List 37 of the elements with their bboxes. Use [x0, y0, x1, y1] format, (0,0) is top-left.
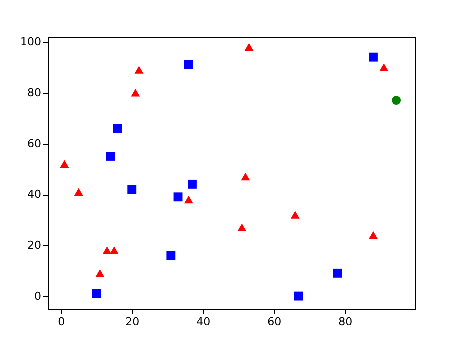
- point: [184, 196, 194, 204]
- point: [241, 172, 250, 181]
- point: [290, 211, 300, 219]
- point: [238, 224, 247, 232]
- point: [392, 96, 402, 106]
- x-tick-label: 20: [126, 316, 140, 328]
- point: [60, 160, 70, 168]
- point: [380, 64, 389, 72]
- point: [334, 268, 342, 278]
- point: [92, 289, 102, 298]
- point: [113, 124, 122, 133]
- point: [244, 43, 254, 52]
- point: [174, 192, 183, 202]
- point: [74, 188, 84, 196]
- point: [102, 246, 112, 254]
- x-tick-label: 80: [338, 316, 353, 328]
- x-tick-label: 40: [196, 316, 211, 328]
- point: [128, 185, 137, 194]
- x-tick-label: 0: [58, 316, 66, 328]
- y-tick-label: 0: [34, 290, 42, 303]
- y-tick-label: 40: [28, 188, 42, 202]
- point: [110, 246, 119, 254]
- point: [294, 292, 304, 301]
- y-tick-label: 80: [28, 86, 42, 100]
- point: [96, 270, 105, 278]
- point: [188, 180, 197, 189]
- point: [369, 52, 378, 62]
- y-tick-label: 60: [28, 137, 42, 150]
- x-tick-label: 60: [268, 316, 282, 328]
- point: [166, 251, 176, 260]
- point: [134, 66, 144, 74]
- y-tick-label: 20: [28, 238, 42, 252]
- point: [106, 152, 116, 161]
- point: [184, 60, 194, 70]
- point: [369, 231, 378, 240]
- point: [131, 89, 140, 97]
- y-tick-label: 100: [20, 36, 42, 49]
